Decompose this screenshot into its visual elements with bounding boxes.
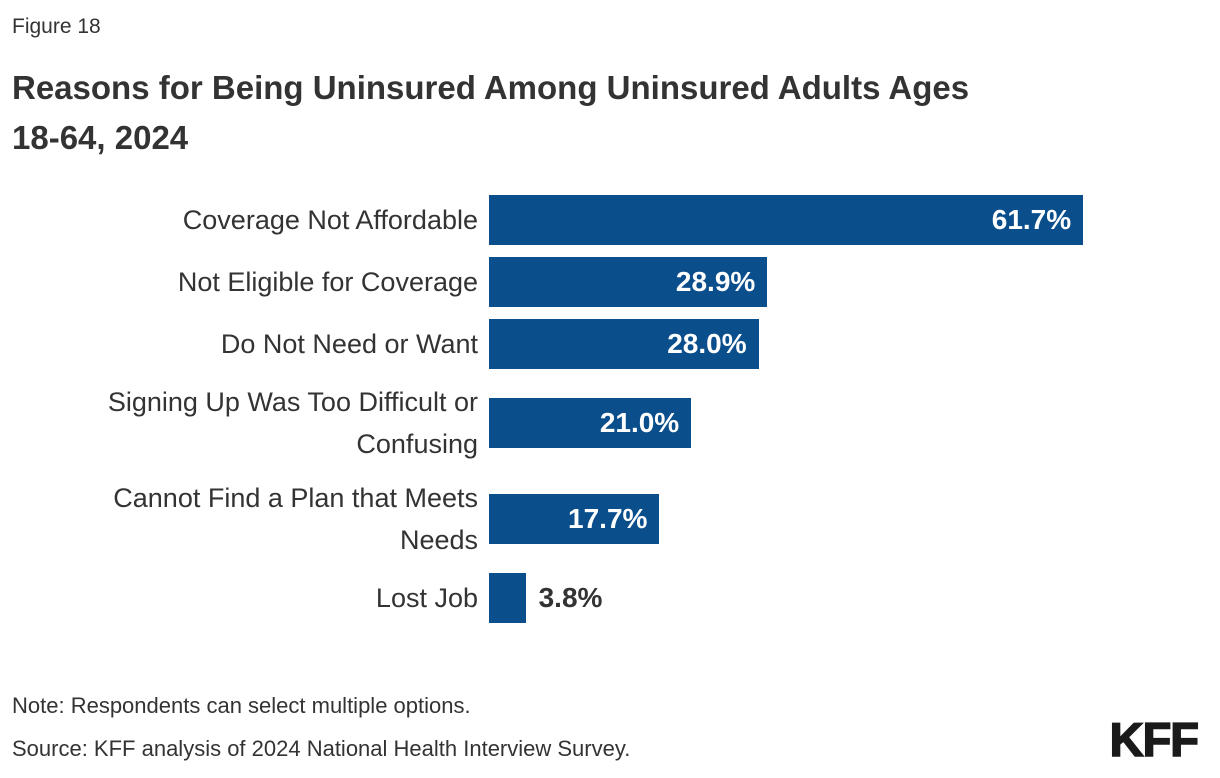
category-label-line: Coverage Not Affordable <box>182 205 478 235</box>
category-label-line: Do Not Need or Want <box>220 329 478 359</box>
chart-row: Signing Up Was Too Difficult or Confusing… <box>0 381 1220 465</box>
bar: 17.7% <box>489 494 660 544</box>
bar: 28.9% <box>489 257 768 307</box>
value-label: 3.8% <box>538 582 603 613</box>
category-label-line: Confusing <box>356 429 478 459</box>
value-label: 28.9% <box>675 266 756 297</box>
kff-logo: KFF <box>1109 712 1200 767</box>
chart-row: Coverage Not Affordable 61.7% <box>0 195 1220 245</box>
chart-title: Reasons for Being Uninsured Among Uninsu… <box>12 63 969 163</box>
category-label: Signing Up Was Too Difficult or Confusing <box>0 381 489 465</box>
value-label: 21.0% <box>599 407 680 438</box>
category-label: Coverage Not Affordable <box>0 199 489 241</box>
bar: 28.0% <box>489 319 759 369</box>
chart-row: Not Eligible for Coverage 28.9% <box>0 257 1220 307</box>
category-label-line: Cannot Find a Plan that Meets <box>113 483 478 513</box>
value-label: 61.7% <box>991 204 1072 235</box>
chart-title-line1: Reasons for Being Uninsured Among Uninsu… <box>12 69 970 106</box>
note-text: Note: Respondents can select multiple op… <box>12 693 471 718</box>
bar-track: 61.7% <box>489 195 1220 245</box>
chart-row: Do Not Need or Want 28.0% <box>0 319 1220 369</box>
chart-row: Cannot Find a Plan that Meets Needs 17.7% <box>0 477 1220 561</box>
bar-track: 28.9% <box>489 257 1220 307</box>
bar-track: 3.8% <box>489 573 1220 623</box>
bar-chart: Coverage Not Affordable 61.7% Not Eligible… <box>0 195 1220 635</box>
category-label-line: Lost Job <box>375 583 478 613</box>
bar: 61.7% <box>489 195 1084 245</box>
category-label-line: Signing Up Was Too Difficult or <box>107 387 478 417</box>
bar <box>489 573 526 623</box>
bar: 21.0% <box>489 398 692 448</box>
value-label: 28.0% <box>667 328 747 359</box>
category-label: Do Not Need or Want <box>0 323 489 365</box>
bar-track: 21.0% <box>489 398 1220 448</box>
category-label: Not Eligible for Coverage <box>0 261 489 303</box>
bar-track: 17.7% <box>489 494 1220 544</box>
category-label: Lost Job <box>0 577 489 619</box>
category-label-line: Not Eligible for Coverage <box>177 267 478 297</box>
bar-track: 28.0% <box>489 319 1220 369</box>
chart-row: Lost Job 3.8% <box>0 573 1220 623</box>
figure-label: Figure 18 <box>12 15 101 38</box>
source-text: Source: KFF analysis of 2024 National He… <box>12 736 631 761</box>
category-label: Cannot Find a Plan that Meets Needs <box>0 477 489 561</box>
value-label: 17.7% <box>568 503 648 534</box>
category-label-line: Needs <box>399 525 478 555</box>
chart-title-line2: 18-64, 2024 <box>12 119 189 156</box>
